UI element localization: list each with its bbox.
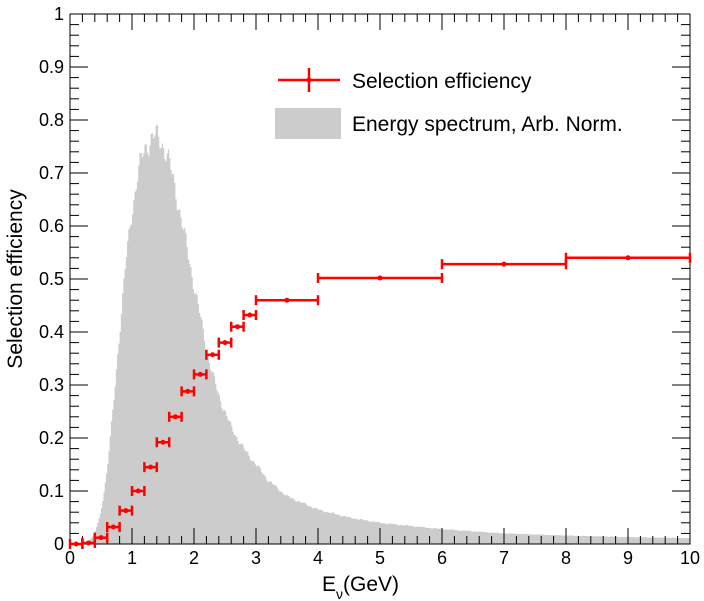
efficiency-point (130, 486, 146, 496)
efficiency-marker (234, 324, 240, 330)
efficiency-point (155, 437, 171, 448)
x-tick-label: 8 (561, 548, 571, 568)
efficiency-point (564, 252, 692, 263)
efficiency-point (205, 349, 221, 360)
efficiency-marker (73, 541, 79, 547)
legend-efficiency-marker (306, 77, 312, 83)
efficiency-marker (501, 261, 507, 267)
efficiency-marker (98, 535, 104, 541)
y-tick-label: 0.2 (39, 428, 64, 448)
energy-spectrum-area (70, 124, 690, 544)
y-tick-label: 0 (54, 534, 64, 554)
efficiency-point (93, 532, 109, 543)
efficiency-point (118, 505, 134, 516)
y-axis-title: Selection efficiency (4, 189, 27, 369)
efficiency-marker (110, 524, 116, 530)
x-tick-label: 3 (251, 548, 261, 568)
efficiency-marker (135, 488, 141, 494)
y-tick-label: 0.1 (39, 481, 64, 501)
efficiency-marker (185, 388, 191, 394)
x-axis-title-main: E (322, 573, 336, 596)
legend: Selection efficiency Energy spectrum, Ar… (275, 68, 623, 139)
x-tick-label: 5 (375, 548, 385, 568)
efficiency-point (242, 310, 258, 321)
y-tick-label: 0.5 (39, 269, 64, 289)
x-tick-label: 2 (189, 548, 199, 568)
efficiency-marker (210, 352, 216, 358)
efficiency-marker (625, 255, 631, 261)
y-tick-label: 0.8 (39, 110, 64, 130)
y-tick-label: 0.9 (39, 57, 64, 77)
efficiency-marker (197, 371, 203, 377)
legend-label-spectrum: Energy spectrum, Arb. Norm. (352, 113, 623, 136)
x-tick-label: 9 (623, 548, 633, 568)
efficiency-point (105, 522, 121, 533)
y-tick-label: 0.7 (39, 163, 64, 183)
efficiency-point (254, 295, 320, 306)
efficiency-marker (86, 540, 92, 546)
x-tick-label: 10 (680, 548, 700, 568)
x-tick-label: 4 (313, 548, 323, 568)
y-tick-label: 1 (54, 4, 64, 24)
efficiency-point (143, 462, 159, 473)
x-tick-label: 0 (65, 548, 75, 568)
x-axis-title-unit: (GeV) (343, 573, 399, 596)
y-tick-label: 0.4 (39, 322, 64, 342)
efficiency-marker (123, 508, 129, 514)
energy-spectrum-layer (70, 124, 690, 544)
efficiency-point (229, 321, 245, 332)
efficiency-point (167, 411, 183, 422)
y-tick-label: 0.6 (39, 216, 64, 236)
efficiency-marker (148, 464, 154, 470)
efficiency-point (217, 337, 233, 348)
efficiency-marker (377, 275, 383, 281)
legend-label-efficiency: Selection efficiency (352, 70, 532, 93)
efficiency-layer (68, 252, 692, 549)
efficiency-marker (160, 439, 166, 445)
x-tick-label: 1 (127, 548, 137, 568)
efficiency-point (180, 386, 196, 397)
x-tick-label: 7 (499, 548, 509, 568)
efficiency-point (440, 259, 568, 270)
efficiency-point (316, 272, 444, 283)
y-tick-label: 0.3 (39, 375, 64, 395)
efficiency-marker (247, 312, 253, 318)
efficiency-marker (222, 340, 228, 346)
x-axis-title: Eν(GeV) (322, 573, 399, 601)
efficiency-marker (284, 297, 290, 303)
x-tick-label: 6 (437, 548, 447, 568)
efficiency-point (192, 369, 208, 380)
efficiency-marker (172, 414, 178, 420)
ticks-layer: 0 1 2 3 4 5 6 7 8 9 10 0 0.1 0.2 0.3 0.4 0.5 0.6 0.7 0.8 0.9… (39, 4, 700, 568)
legend-spectrum-swatch (275, 108, 341, 139)
x-axis-title-subscript: ν (336, 586, 343, 601)
